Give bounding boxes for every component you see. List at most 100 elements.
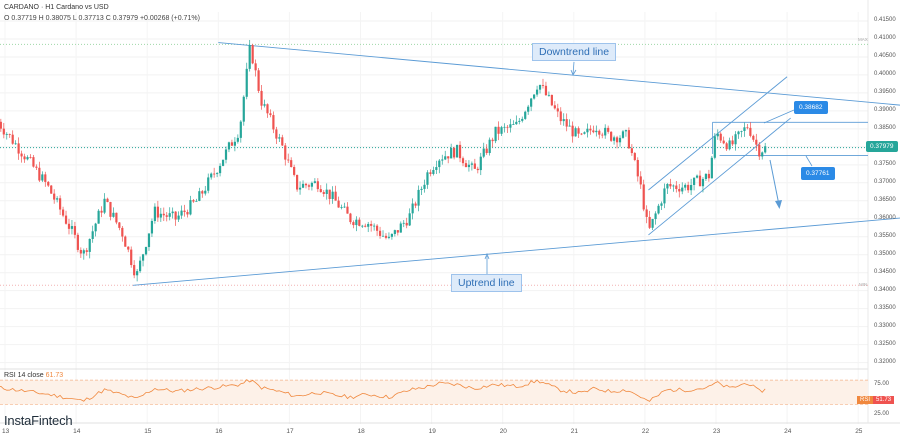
- candle-body: [586, 128, 589, 133]
- candle: [423, 179, 426, 193]
- candle: [195, 198, 198, 202]
- downtrend-connector-tip: [570, 69, 577, 76]
- candle: [127, 246, 130, 253]
- candle: [23, 153, 26, 163]
- candle: [121, 225, 124, 242]
- candle-body: [612, 137, 616, 141]
- candle: [130, 246, 133, 268]
- price-tick-label: 0.34000: [874, 286, 896, 293]
- candle-body: [518, 120, 521, 122]
- candle-body: [755, 139, 758, 145]
- candle-body: [26, 157, 29, 160]
- candle: [654, 211, 657, 225]
- candle-body: [106, 198, 109, 203]
- date-tick-label: 18: [357, 428, 365, 435]
- candle: [275, 126, 278, 144]
- trend-lines: [132, 42, 900, 286]
- candle: [518, 118, 521, 125]
- candle: [663, 183, 666, 209]
- chart-header: CARDANO · H1 Cardano vs USD O 0.37719 H …: [4, 2, 200, 24]
- candle: [636, 157, 639, 182]
- candle: [411, 198, 414, 220]
- candle-body: [284, 145, 287, 160]
- candle-body: [147, 233, 151, 248]
- candle: [621, 129, 625, 139]
- candle-body: [509, 124, 512, 128]
- candle: [375, 224, 379, 236]
- candle-body: [198, 191, 201, 201]
- candle: [230, 139, 234, 146]
- candle: [731, 135, 734, 147]
- candle: [0, 118, 2, 132]
- candle: [266, 103, 269, 118]
- candle-body: [479, 156, 482, 171]
- downtrend-connector: [572, 61, 575, 75]
- candle: [764, 142, 767, 154]
- price-tick-label: 0.41500: [874, 16, 896, 23]
- candle-body: [251, 45, 254, 64]
- candle-body: [698, 175, 702, 187]
- date-tick-label: 16: [215, 428, 223, 435]
- candle-body: [758, 144, 761, 157]
- candle-body: [375, 225, 379, 231]
- candle-body: [444, 156, 447, 160]
- rsi-legend: RSI 14 close 61.73: [4, 372, 63, 379]
- candle: [26, 155, 29, 161]
- candle: [660, 201, 663, 210]
- candle-body: [287, 159, 290, 161]
- candle: [589, 125, 592, 135]
- candle: [56, 196, 59, 203]
- downtrend-line: [218, 42, 900, 106]
- candle: [239, 120, 242, 143]
- candle-body: [79, 249, 82, 254]
- candle-body: [159, 213, 162, 218]
- candle: [444, 150, 447, 161]
- candle-body: [216, 173, 219, 175]
- candle-body: [239, 121, 242, 138]
- candle: [35, 164, 38, 171]
- candle-body: [500, 127, 503, 134]
- candle: [533, 94, 536, 100]
- candle: [512, 120, 515, 125]
- candle: [755, 133, 758, 151]
- candle: [32, 154, 35, 168]
- candle: [405, 217, 408, 229]
- level-pin-high[interactable]: 0.38682: [794, 101, 828, 114]
- candle-body: [230, 142, 234, 146]
- candle: [461, 156, 465, 167]
- level-pin-low[interactable]: 0.37761: [801, 167, 835, 180]
- candle: [701, 177, 705, 193]
- candle: [301, 180, 305, 189]
- candle: [290, 157, 293, 168]
- candle-body: [301, 183, 305, 188]
- candle: [435, 160, 438, 175]
- candle-body: [405, 222, 408, 226]
- candle: [331, 186, 334, 204]
- candle: [737, 130, 740, 139]
- candle: [349, 212, 352, 225]
- candle: [337, 196, 340, 208]
- candle-body: [221, 159, 225, 166]
- candle-body: [218, 165, 222, 174]
- candle-body: [2, 128, 5, 135]
- candle-body: [749, 127, 752, 136]
- candle: [115, 212, 118, 225]
- candle: [82, 248, 85, 260]
- downtrend-callout: Downtrend line: [532, 43, 617, 61]
- candle: [269, 109, 272, 118]
- candle-body: [224, 149, 228, 160]
- uptrend-connector-tip: [484, 252, 490, 260]
- rsi-panel: [0, 379, 868, 405]
- candle-body: [423, 184, 426, 189]
- candle: [690, 178, 693, 195]
- candle: [509, 118, 512, 133]
- candle-body: [669, 183, 672, 187]
- candle-body: [530, 98, 533, 107]
- candle-body: [278, 137, 281, 139]
- candle-body: [524, 111, 527, 119]
- candle-body: [707, 173, 710, 179]
- candle: [307, 183, 311, 191]
- candle-body: [334, 191, 337, 201]
- candle: [5, 132, 8, 140]
